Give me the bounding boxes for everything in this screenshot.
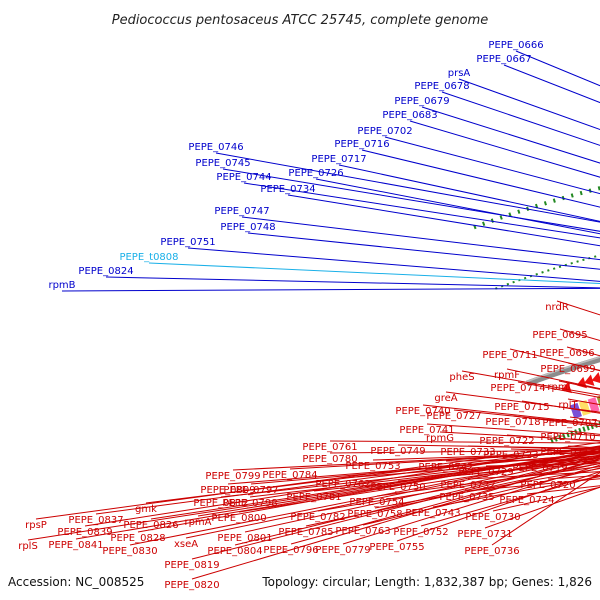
forward-leader-line [248,233,600,339]
reverse-gene-label: PEPE_0715 [494,402,549,413]
gc-dot [576,260,578,262]
forward-leader-line [188,248,600,335]
forward-leader-line [385,137,600,417]
reverse-gene-label: PEPE_0761 [302,442,357,453]
reverse-gene-label: gmk [135,504,157,515]
forward-gene-label: PEPE_t0808 [119,252,178,263]
gc-dot [544,201,547,205]
gc-dot [571,193,574,197]
forward-gene-label: PEPE_0679 [394,96,449,107]
forward-gene-label: PEPE_0667 [476,54,531,65]
forward-gene-label: PEPE_0745 [195,158,250,169]
reverse-gene-label: PEPE_0841 [48,540,103,551]
gc-dot [524,277,527,280]
genome-summary-text: Topology: circular; Length: 1,832,387 bp… [261,575,592,589]
gc-dot [570,262,572,264]
forward-gene-label: PEPE_0747 [214,206,269,217]
reverse-gene-label: PEPE_0804 [207,546,262,557]
reverse-gene-label: greA [434,393,457,404]
forward-leader-line [242,217,600,341]
reverse-gene-label: PEPE_0820 [164,580,219,591]
gc-dot [512,281,515,284]
forward-gene-label: PEPE_0666 [488,40,543,51]
forward-gene-label: prsA [448,68,471,79]
forward-gene-label: PEPE_0702 [357,126,412,137]
reverse-gene-label: PEPE_0736 [464,546,519,557]
forward-gene-label: PEPE_0726 [288,168,343,179]
reverse-gene-label: PEPE_0779 [315,545,370,556]
gc-dot [594,255,596,257]
forward-leader-line [223,169,600,347]
reverse-gene-label: pheS [449,372,474,383]
forward-gene-label: PEPE_0717 [311,154,366,165]
reverse-gene-label: rpsP [25,520,47,531]
reverse-gene-label: PEPE_0699 [540,364,595,375]
accession-text: Accession: NC_008525 [8,575,144,589]
reverse-gene-labels: nrdR PEPE_0695 PEPE_0696 PEPE_0699PEPE_0711… [18,301,600,600]
gc-dot [541,271,544,274]
reverse-gene-label: PEPE_0696 [539,348,594,359]
reverse-gene-label: PEPE_0711 [482,350,537,361]
reverse-gene-label: nrdR [545,302,569,313]
gc-dot [553,198,556,202]
reverse-gene-label: PEPE_0730 [465,512,520,523]
reverse-gene-label: PEPE_0749 [370,446,425,457]
reverse-gene-label: xseA [174,539,198,550]
gc-dot [535,273,538,276]
reverse-gene-label: PEPE_0782 [290,512,345,523]
forward-gene-label: PEPE_0683 [382,110,437,121]
gc-dot [507,283,510,286]
forward-leader-line [216,153,600,349]
reverse-gene-label: rplS [18,541,38,552]
gc-dot [582,259,584,261]
reverse-gene-label: PEPE_0727 [426,411,481,422]
reverse-gene-label: PEPE_0796 [263,545,318,556]
reverse-gene-label: PEPE_0830 [102,546,157,557]
gc-dot [482,222,485,226]
forward-leader-line [62,286,600,291]
reverse-gene-label: PEPE_0819 [164,560,219,571]
reverse-gene-label: PEPE_0695 [532,330,587,341]
forward-gene-label: PEPE_0716 [334,139,389,150]
forward-gene-label: PEPE_0748 [220,222,275,233]
gc-dot [517,209,520,213]
forward-leader-line [442,92,600,452]
gc-dot [547,269,550,272]
map-title: Pediococcus pentosaceus ATCC 25745, comp… [112,13,489,28]
gc-dot [553,267,556,270]
reverse-gene-label: PEPE_0828 [110,533,165,544]
gc-dot [580,191,583,195]
reverse-gene-label: PEPE_0718 [485,417,540,428]
forward-gene-label: PEPE_0746 [188,142,243,153]
reverse-gene-label: PEPE_0722 [479,436,534,447]
reverse-gene-label: PEPE_0799 [205,471,260,482]
forward-gene-label: PEPE_0824 [78,266,133,277]
gc-dot [500,215,503,219]
forward-gene-label: rpmB [48,280,75,291]
gc-dot [559,266,561,268]
forward-gene-label: PEPE_0744 [216,172,271,183]
forward-gene-label: PEPE_0678 [414,81,469,92]
forward-gene-label: PEPE_0751 [160,237,215,248]
reverse-gene-label: PEPE_0755 [369,542,424,553]
reverse-gene-label: PEPE_0731 [457,529,512,540]
genome-map: Pediococcus pentosaceus ATCC 25745, comp… [0,0,600,600]
